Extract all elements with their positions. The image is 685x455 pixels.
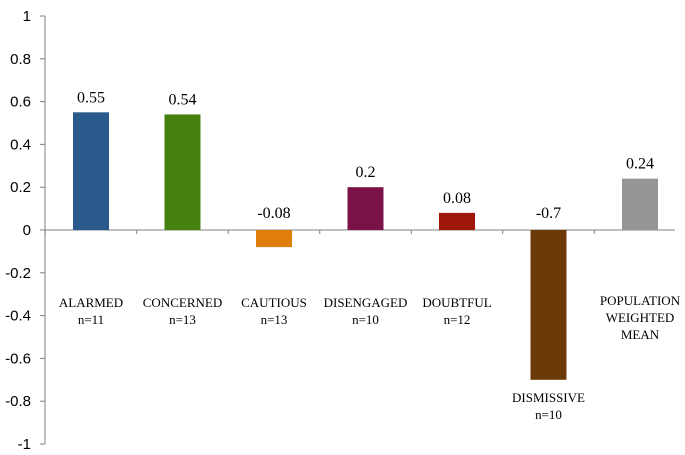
category-label: POPULATION (600, 293, 681, 308)
bar (347, 187, 384, 230)
data-label: 0.54 (169, 91, 197, 108)
y-tick-label: -0.8 (5, 393, 31, 410)
y-axis-ticks: 1 0.8 0.6 0.4 0.2 0 -0.2 -0.4 -0.6 -0.8 -1 (5, 8, 45, 453)
category-label: WEIGHTED (606, 310, 675, 325)
y-tick-label: 0.2 (10, 179, 31, 196)
bar (439, 212, 475, 230)
y-tick-label: 1 (23, 8, 31, 25)
category-label: n=11 (78, 312, 104, 327)
category-label: CAUTIOUS (241, 295, 307, 310)
category-label: n=10 (535, 407, 562, 422)
category-label: n=13 (169, 312, 196, 327)
labels: 0.55 ALARMED n=11 0.54 CONCERNED n=13 -0.08 CAU… (59, 89, 681, 422)
data-label: 0.55 (77, 89, 105, 106)
data-label: -0.08 (257, 205, 290, 222)
y-tick-label: -1 (18, 436, 31, 453)
category-label: MEAN (621, 327, 660, 342)
bar (164, 114, 201, 230)
bar (622, 178, 658, 230)
bars (73, 112, 658, 380)
y-tick-label: 0 (23, 222, 31, 239)
y-tick-label: 0.6 (10, 94, 31, 111)
y-tick-label: -0.2 (5, 265, 31, 282)
bar (530, 230, 567, 380)
data-label: 0.08 (443, 190, 471, 207)
y-tick-label: -0.4 (5, 308, 31, 325)
category-label: CONCERNED (143, 295, 222, 310)
data-label: -0.7 (536, 205, 561, 222)
bar (73, 112, 109, 230)
category-label: DISENGAGED (324, 295, 408, 310)
y-tick-label: 0.4 (10, 136, 31, 153)
y-tick-label: 0.8 (10, 51, 31, 68)
data-label: 0.2 (356, 164, 376, 181)
data-label: 0.24 (626, 156, 654, 173)
bar (256, 230, 292, 248)
category-label: n=12 (444, 312, 471, 327)
category-label: n=13 (261, 312, 288, 327)
category-label: DOUBTFUL (422, 295, 491, 310)
category-label: n=10 (352, 312, 379, 327)
y-tick-label: -0.6 (5, 350, 31, 367)
category-label: ALARMED (59, 295, 123, 310)
category-label: DISMISSIVE (512, 390, 585, 405)
